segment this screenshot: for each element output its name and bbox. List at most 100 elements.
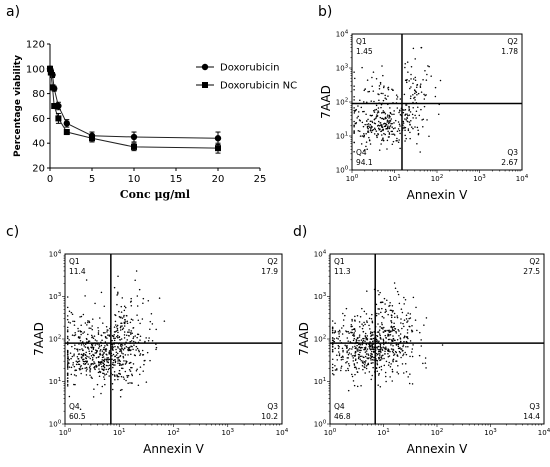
event-dot <box>73 365 76 368</box>
event-dot <box>78 353 81 355</box>
event-dot <box>112 359 115 362</box>
quadrant-value-q2: 27.5 <box>523 267 540 276</box>
event-dot <box>136 368 138 370</box>
event-dot <box>393 134 396 136</box>
event-dot <box>155 346 158 349</box>
event-dot <box>402 345 404 348</box>
legend-marker-circle <box>201 63 209 71</box>
event-dot <box>407 320 409 322</box>
event-dot <box>361 365 364 367</box>
event-dot <box>397 329 399 331</box>
event-dot <box>393 322 395 325</box>
event-dot <box>389 119 391 122</box>
event-dot <box>74 383 76 386</box>
event-dot <box>338 351 340 353</box>
event-dot <box>391 113 393 116</box>
event-dot <box>108 334 111 336</box>
event-dot <box>364 348 366 351</box>
event-dot <box>128 331 130 333</box>
event-dot <box>371 340 374 343</box>
event-dot <box>122 376 125 378</box>
event-dot <box>130 340 133 342</box>
event-dot <box>373 351 375 353</box>
event-dot <box>348 352 351 354</box>
event-dot <box>72 362 74 364</box>
event-dot <box>352 360 355 362</box>
event-dot <box>90 343 93 346</box>
event-dot <box>83 331 86 333</box>
event-dot <box>409 87 411 90</box>
event-dot <box>106 337 108 339</box>
event-dot <box>372 366 374 369</box>
event-dot <box>72 364 74 366</box>
event-dot <box>385 117 387 120</box>
event-dot <box>86 338 88 341</box>
event-dot <box>399 98 402 100</box>
event-dot <box>409 313 412 315</box>
event-dot <box>128 348 131 350</box>
event-dot <box>89 357 92 360</box>
quadrant-label-q4: Q4 <box>334 402 345 411</box>
event-dot <box>102 353 104 356</box>
event-dot <box>396 290 399 293</box>
event-dot <box>350 353 352 355</box>
event-dot <box>131 373 133 376</box>
event-dot <box>390 326 392 328</box>
event-dot <box>370 100 372 102</box>
event-dot <box>377 345 380 348</box>
event-dot <box>392 351 395 354</box>
event-dot <box>136 305 139 307</box>
event-dot <box>404 134 406 137</box>
event-dot <box>338 354 341 357</box>
event-dot <box>87 333 89 336</box>
event-dot <box>123 316 125 318</box>
event-dot <box>119 362 121 365</box>
event-dot <box>365 145 367 148</box>
event-dot <box>116 303 118 306</box>
event-dot <box>80 330 83 333</box>
event-dot <box>386 121 388 123</box>
event-dot <box>373 133 376 135</box>
event-dot <box>422 118 425 121</box>
event-dot <box>366 321 368 323</box>
event-dot <box>363 136 365 138</box>
event-dot <box>359 135 362 137</box>
event-dot <box>114 320 117 323</box>
event-dot <box>104 348 107 351</box>
event-dot <box>361 135 364 137</box>
event-dot <box>365 365 368 367</box>
event-dot <box>127 354 129 356</box>
event-dot <box>365 350 368 352</box>
event-dot <box>117 378 119 381</box>
event-dot <box>132 319 134 321</box>
event-dot <box>402 120 405 123</box>
event-dot <box>371 85 373 88</box>
event-dot <box>416 126 419 129</box>
event-dot <box>117 347 119 349</box>
event-dot <box>380 365 383 368</box>
event-dot <box>410 73 412 76</box>
event-dot <box>406 120 409 123</box>
event-dot <box>384 122 387 125</box>
event-dot <box>85 351 87 354</box>
event-dot <box>354 319 356 321</box>
event-dot <box>342 319 345 321</box>
event-dot <box>369 338 372 340</box>
event-dot <box>67 321 70 323</box>
event-dot <box>89 365 91 367</box>
event-dot <box>137 333 140 336</box>
event-dot <box>66 350 69 353</box>
event-dot <box>111 388 114 391</box>
event-dot <box>369 123 372 126</box>
x-tick-label: 0 <box>47 174 53 185</box>
event-dot <box>361 346 363 349</box>
event-dot <box>340 356 343 359</box>
event-dot <box>398 334 400 337</box>
event-dot <box>81 354 84 357</box>
event-dot <box>66 379 69 382</box>
data-point-square <box>51 103 58 109</box>
data-point-square <box>47 69 54 76</box>
event-dot <box>80 364 82 367</box>
event-dot <box>362 339 365 342</box>
event-dot <box>388 361 390 364</box>
